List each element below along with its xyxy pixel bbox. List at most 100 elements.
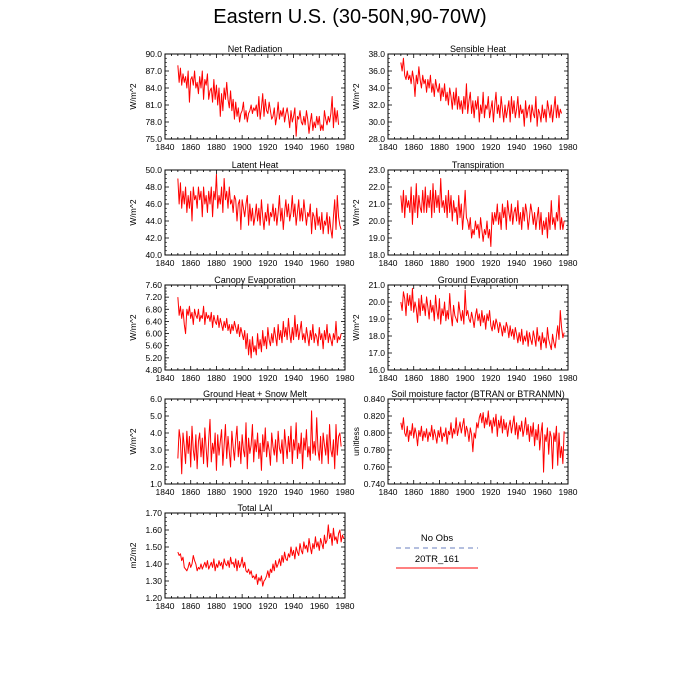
panel-sensible-heat-xtick-label: 1920: [481, 142, 500, 152]
panel-total-lai-xtick-label: 1840: [156, 601, 175, 611]
panel-ground-heat-snow-melt-xtick-label: 1940: [284, 487, 303, 497]
figure-title: Eastern U.S. (30-50N,90-70W): [213, 6, 487, 28]
panel-latent-heat: 1840 1860 1880 1900 1920 1940 1960 1980 40.0 42.0…: [128, 160, 355, 268]
panel-ground-evaporation-ytick-label: 19.0: [368, 314, 385, 324]
panel-sensible-heat-xtick-label: 1860: [404, 142, 423, 152]
panel-canopy-evaporation: 1840 1860 1880 1900 1920 1940 1960 1980 4.80 5.20…: [128, 275, 355, 383]
panel-soil-moisture-factor-btran-or-btranmn: 1840 1860 1880 1900 1920 1940 1960 1980 0.740 0.7…: [351, 389, 578, 497]
panel-ground-heat-snow-melt-ytick-label: 3.0: [150, 445, 162, 455]
panel-net-radiation-ytick-label: 87.0: [145, 66, 162, 76]
panel-ground-evaporation-xtick-label: 1940: [507, 373, 526, 383]
panel-soil-moisture-factor-btran-or-btranmn-frame: [387, 398, 569, 485]
panel-latent-heat-ytick-label: 42.0: [145, 233, 162, 243]
panel-ground-evaporation-series-line: [400, 287, 565, 351]
panel-sensible-heat-title: Sensible Heat: [450, 44, 507, 54]
panel-ground-heat-snow-melt-title: Ground Heat + Snow Melt: [203, 389, 307, 399]
panel-sensible-heat-ytick-label: 36.0: [368, 66, 385, 76]
panel-sensible-heat-xtick-label: 1980: [559, 142, 578, 152]
panel-ground-evaporation: 1840 1860 1880 1900 1920 1940 1960 1980 16.0 17.0…: [351, 275, 578, 383]
panel-latent-heat-xtick-label: 1920: [258, 258, 277, 268]
panel-total-lai: 1840 1860 1880 1900 1920 1940 1960 1980 1.20 1.30…: [128, 503, 355, 611]
panel-canopy-evaporation-title: Canopy Evaporation: [214, 275, 296, 285]
panel-ground-heat-snow-melt-xtick-label: 1880: [207, 487, 226, 497]
panel-latent-heat-ytick-label: 50.0: [145, 165, 162, 175]
panel-soil-moisture-factor-btran-or-btranmn-title: Soil moisture factor (BTRAN or BTRANMN): [391, 389, 565, 399]
panel-soil-moisture-factor-btran-or-btranmn-ytick-label: 0.760: [364, 462, 386, 472]
panel-canopy-evaporation-ytick-label: 6.00: [145, 329, 162, 339]
panel-total-lai-ytick-label: 1.60: [145, 525, 162, 535]
panel-transpiration-ylabel: W/m^2: [351, 199, 361, 225]
panel-sensible-heat-xtick-label: 1880: [430, 142, 449, 152]
panel-transpiration-ytick-label: 18.0: [368, 250, 385, 260]
panel-ground-evaporation-ytick-label: 18.0: [368, 331, 385, 341]
panel-canopy-evaporation-xtick-label: 1920: [258, 373, 277, 383]
panel-ground-heat-snow-melt-ytick-label: 2.0: [150, 462, 162, 472]
panel-net-radiation-xtick-label: 1920: [258, 142, 277, 152]
panel-ground-evaporation-frame: [387, 284, 569, 371]
panel-ground-heat-snow-melt-xtick-label: 1980: [336, 487, 355, 497]
panel-net-radiation-ytick-label: 84.0: [145, 83, 162, 93]
panel-net-radiation-xtick-label: 1900: [233, 142, 252, 152]
panel-total-lai-xtick-label: 1980: [336, 601, 355, 611]
panel-transpiration-xtick-label: 1880: [430, 258, 449, 268]
panel-latent-heat-ytick-label: 40.0: [145, 250, 162, 260]
panel-sensible-heat-xtick-label: 1940: [507, 142, 526, 152]
panel-latent-heat-xtick-label: 1860: [181, 258, 200, 268]
panel-net-radiation-xtick-label: 1940: [284, 142, 303, 152]
panel-latent-heat-series-line: [177, 173, 342, 239]
panel-transpiration-ytick-label: 19.0: [368, 233, 385, 243]
panel-latent-heat-ylabel: W/m^2: [128, 199, 138, 225]
panel-soil-moisture-factor-btran-or-btranmn-xtick-label: 1840: [379, 487, 398, 497]
panel-ground-evaporation-xtick-label: 1920: [481, 373, 500, 383]
panel-total-lai-xtick-label: 1940: [284, 601, 303, 611]
panel-total-lai-ytick-label: 1.30: [145, 576, 162, 586]
panel-sensible-heat-xtick-label: 1900: [456, 142, 475, 152]
panel-soil-moisture-factor-btran-or-btranmn-xtick-label: 1900: [456, 487, 475, 497]
panel-canopy-evaporation-ytick-label: 7.20: [145, 292, 162, 302]
panel-net-radiation-series-line: [177, 65, 340, 137]
panel-transpiration-ytick-label: 21.0: [368, 199, 385, 209]
panel-transpiration-ytick-label: 22.0: [368, 182, 385, 192]
panel-latent-heat-title: Latent Heat: [232, 160, 279, 170]
panel-latent-heat-ytick-label: 46.0: [145, 199, 162, 209]
panel-ground-evaporation-xtick-label: 1960: [533, 373, 552, 383]
panel-soil-moisture-factor-btran-or-btranmn-xtick-label: 1880: [430, 487, 449, 497]
panel-sensible-heat-series-line: [400, 57, 563, 127]
panel-soil-moisture-factor-btran-or-btranmn-xtick-label: 1940: [507, 487, 526, 497]
panel-latent-heat-ytick-label: 44.0: [145, 216, 162, 226]
panel-sensible-heat-ytick-label: 28.0: [368, 134, 385, 144]
panel-soil-moisture-factor-btran-or-btranmn-xtick-label: 1860: [404, 487, 423, 497]
panel-ground-heat-snow-melt-ytick-label: 1.0: [150, 479, 162, 489]
panel-net-radiation-frame: [164, 53, 346, 140]
panel-ground-evaporation-xtick-label: 1980: [559, 373, 578, 383]
panel-ground-heat-snow-melt-xtick-label: 1860: [181, 487, 200, 497]
panel-soil-moisture-factor-btran-or-btranmn-ylabel: unitless: [351, 427, 361, 456]
panel-soil-moisture-factor-btran-or-btranmn-series-line: [400, 410, 565, 473]
panel-ground-heat-snow-melt-xtick-label: 1840: [156, 487, 175, 497]
panel-transpiration-xtick-label: 1960: [533, 258, 552, 268]
panel-soil-moisture-factor-btran-or-btranmn-xtick-label: 1920: [481, 487, 500, 497]
panel-ground-evaporation-ytick-label: 20.0: [368, 297, 385, 307]
panel-canopy-evaporation-xtick-label: 1940: [284, 373, 303, 383]
panel-total-lai-xtick-label: 1920: [258, 601, 277, 611]
panel-sensible-heat-xtick-label: 1960: [533, 142, 552, 152]
panel-ground-evaporation-xtick-label: 1840: [379, 373, 398, 383]
panel-sensible-heat-ytick-label: 38.0: [368, 49, 385, 59]
panel-ground-heat-snow-melt: 1840 1860 1880 1900 1920 1940 1960 1980 1.0 2.0 3.…: [128, 389, 355, 497]
panel-soil-moisture-factor-btran-or-btranmn-xtick-label: 1960: [533, 487, 552, 497]
panel-canopy-evaporation-series-line: [177, 297, 342, 359]
panel-ground-heat-snow-melt-ytick-label: 5.0: [150, 411, 162, 421]
panel-ground-evaporation-title: Ground Evaporation: [438, 275, 519, 285]
panel-latent-heat-xtick-label: 1940: [284, 258, 303, 268]
panel-net-radiation-xtick-label: 1880: [207, 142, 226, 152]
panel-total-lai-xtick-label: 1860: [181, 601, 200, 611]
panel-net-radiation-xtick-label: 1840: [156, 142, 175, 152]
panel-total-lai-ylabel: m2/m2: [128, 542, 138, 568]
panel-transpiration-title: Transpiration: [452, 160, 504, 170]
panel-canopy-evaporation-ylabel: W/m^2: [128, 314, 138, 340]
panel-canopy-evaporation-frame: [164, 284, 346, 371]
panel-ground-heat-snow-melt-ytick-label: 4.0: [150, 428, 162, 438]
panel-ground-heat-snow-melt-xtick-label: 1900: [233, 487, 252, 497]
panel-total-lai-xtick-label: 1960: [310, 601, 329, 611]
